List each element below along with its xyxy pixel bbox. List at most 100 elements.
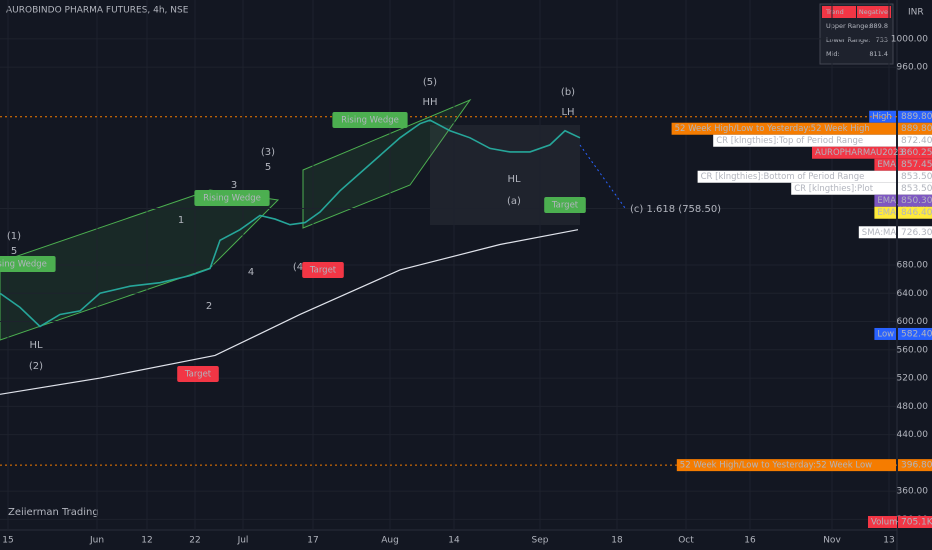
table-cell: Upper Range:: [826, 22, 871, 30]
name-tag: [874, 158, 896, 171]
annotation: Target: [184, 370, 212, 380]
label-box: [302, 262, 344, 278]
price-tag: [898, 226, 932, 239]
annotation: LH: [561, 107, 574, 118]
annotation: (c) 1.618 (758.50): [630, 204, 721, 215]
name-tag: [791, 182, 896, 195]
name-tag: [671, 122, 896, 135]
price-tag: [898, 516, 932, 528]
annotation: Rising Wedge: [0, 260, 47, 270]
annotation: (2): [29, 361, 43, 372]
annotation: 5: [265, 162, 271, 173]
x-tick-label: 12: [141, 536, 152, 546]
price-tag-value: 860.25: [901, 148, 932, 158]
x-tick-label: 16: [744, 536, 756, 546]
annotation: 1: [178, 215, 184, 226]
annotation: HL: [507, 174, 521, 185]
price-line: [0, 229, 579, 395]
table-cell: 733: [876, 36, 888, 44]
annotation: 4: [248, 267, 254, 278]
name-tag: [869, 110, 896, 123]
price-tag-value: 582.40: [901, 329, 932, 339]
name-tag-text: 52 Week High/Low to Yesterday:52 Week Lo…: [680, 461, 872, 471]
name-tag-text: CR [klngthies]:Bottom of Period Range: [701, 172, 865, 182]
price-tag: [898, 182, 932, 195]
y-tick-label: 680.00: [897, 261, 929, 271]
annotation: HH: [422, 97, 437, 108]
price-tag: [898, 206, 932, 219]
name-tag: [697, 170, 896, 183]
x-tick-label: 13: [883, 536, 894, 546]
x-tick-label: Jul: [237, 536, 249, 546]
price-tag: [898, 134, 932, 147]
name-tag: [868, 516, 897, 528]
price-tag-value: 846.40: [901, 208, 932, 218]
watermark: Zeiierman Trading: [8, 507, 99, 518]
cell: [857, 6, 891, 18]
cell: [822, 6, 856, 18]
y-tick-label: 440.00: [897, 430, 929, 440]
name-tag: [713, 134, 896, 147]
name-tag: [812, 146, 896, 159]
volume-value: 705.1K: [901, 518, 932, 528]
name-tag-text: SMA:MA: [862, 228, 897, 238]
price-line: [0, 119, 581, 328]
price-tag: [898, 110, 932, 123]
label-box: [0, 256, 56, 272]
annotation: (4): [293, 262, 307, 273]
info-table: Trend Negative Upper Range:889.8 Lower Rang…: [819, 3, 894, 65]
x-tick-label: 15: [2, 536, 13, 546]
table-cell: Negative: [859, 8, 888, 16]
volume-name: Volume: [871, 518, 903, 528]
currency: INR: [908, 8, 924, 18]
name-tag-text: 52 Week High/Low to Yesterday:52 Week Hi…: [675, 124, 870, 134]
annotation: (a): [507, 196, 521, 207]
y-tick-label: 1000.00: [891, 34, 928, 44]
price-tag-value: 853.50: [901, 184, 932, 194]
annotation: (5): [423, 77, 437, 88]
table-cell: Mid:: [826, 50, 840, 58]
annotation: Rising Wedge: [203, 194, 261, 204]
name-tag-text: CR [klngthies]:Plot: [794, 184, 874, 194]
price-tag: [898, 459, 932, 472]
price-tag: [898, 327, 932, 340]
annotation: HL: [29, 340, 43, 351]
price-tag-value: 872.40: [901, 136, 932, 146]
annotation: (3): [261, 147, 275, 158]
y-tick-label: 640.00: [897, 289, 929, 299]
price-tag-value: 853.50: [901, 172, 932, 182]
label-box: [332, 112, 408, 128]
y-tick-label: 600.00: [897, 317, 929, 327]
name-tag-text: CR [klngthies]:Top of Period Range: [716, 136, 863, 146]
price-tag-value: 850.30: [901, 196, 932, 206]
table-cell: 889.8: [869, 22, 888, 30]
label-box: [544, 197, 586, 213]
name-tag: [874, 206, 896, 219]
annotation: (1): [7, 231, 21, 242]
name-tag-text: AUROPHARMAU2023: [815, 148, 904, 158]
price-tag-value: 396.80: [901, 461, 932, 471]
name-tag-text: Low: [877, 329, 894, 339]
y-tick-label: 960.00: [897, 63, 929, 73]
price-tag-value: 726.30: [901, 228, 932, 238]
price-tag-value: 889.80: [901, 124, 932, 134]
x-tick-label: Jun: [89, 536, 104, 546]
annotation: Rising Wedge: [341, 116, 399, 126]
y-tick-label: 520.00: [897, 374, 929, 384]
name-tag: [676, 459, 896, 472]
price-tag-value: 857.45: [901, 160, 932, 170]
price-tag: [898, 194, 932, 207]
price-tag: [898, 158, 932, 171]
label-box: [194, 190, 270, 206]
x-tick-label: Aug: [381, 536, 399, 546]
y-tick-label: 560.00: [897, 345, 929, 355]
price-tag: [898, 122, 932, 135]
annotation: 2: [206, 301, 212, 312]
x-tick-label: 14: [448, 536, 460, 546]
annotation: Target: [309, 266, 337, 276]
annotation: 5: [11, 246, 17, 257]
y-tick-label: 480.00: [897, 402, 929, 412]
x-tick-label: Nov: [823, 536, 841, 546]
